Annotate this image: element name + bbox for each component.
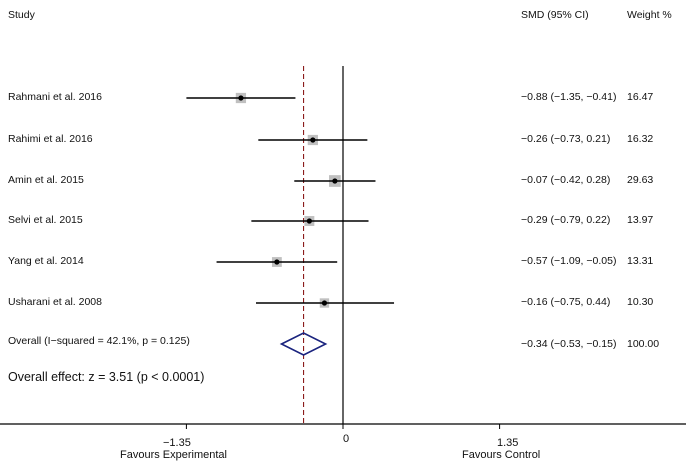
study-name-2: Amin et al. 2015 <box>8 174 84 186</box>
overall-label: Overall (I−squared = 42.1%, p = 0.125) <box>8 335 190 347</box>
header-weight: Weight % <box>627 9 672 21</box>
study-weight-5: 10.30 <box>627 296 654 308</box>
overall-diamond <box>279 332 328 356</box>
point-estimate-0 <box>238 95 244 101</box>
overall-effect: Overall effect: z = 3.51 (p < 0.0001) <box>8 370 205 384</box>
point-estimate-2 <box>332 178 338 184</box>
study-name-4: Yang et al. 2014 <box>8 255 84 267</box>
study-ci-2: −0.07 (−0.42, 0.28) <box>521 174 611 186</box>
header-study: Study <box>8 9 35 21</box>
point-estimate-4 <box>274 259 280 265</box>
point-estimate-1 <box>310 137 316 143</box>
point-estimate-5 <box>321 300 328 306</box>
study-weight-2: 29.63 <box>627 174 654 186</box>
study-weight-4: 13.31 <box>627 255 654 267</box>
study-ci-1: −0.26 (−0.73, 0.21) <box>521 133 611 145</box>
favours-experimental: Favours Experimental <box>120 449 227 461</box>
header-smd: SMD (95% CI) <box>521 9 589 21</box>
favours-control: Favours Control <box>462 449 541 461</box>
study-weight-1: 16.32 <box>627 133 654 145</box>
study-ci-3: −0.29 (−0.79, 0.22) <box>521 214 611 226</box>
overall-ci: −0.34 (−0.53, −0.15) <box>521 338 617 350</box>
tick-label-zero: 0 <box>343 433 350 445</box>
study-ci-0: −0.88 (−1.35, −0.41) <box>521 91 617 103</box>
tick-label-pos: 1.35 <box>497 437 519 449</box>
study-name-5: Usharani et al. 2008 <box>8 296 102 308</box>
overall-weight: 100.00 <box>627 338 660 350</box>
study-weight-3: 13.97 <box>627 214 654 226</box>
point-estimate-3 <box>306 218 312 224</box>
study-weight-0: 16.47 <box>627 91 654 103</box>
study-name-0: Rahmani et al. 2016 <box>8 91 102 103</box>
study-name-1: Rahimi et al. 2016 <box>8 133 93 145</box>
study-ci-4: −0.57 (−1.09, −0.05) <box>521 255 617 267</box>
study-name-3: Selvi et al. 2015 <box>8 214 83 226</box>
study-ci-5: −0.16 (−0.75, 0.44) <box>521 296 611 308</box>
tick-label-neg: −1.35 <box>163 437 191 449</box>
